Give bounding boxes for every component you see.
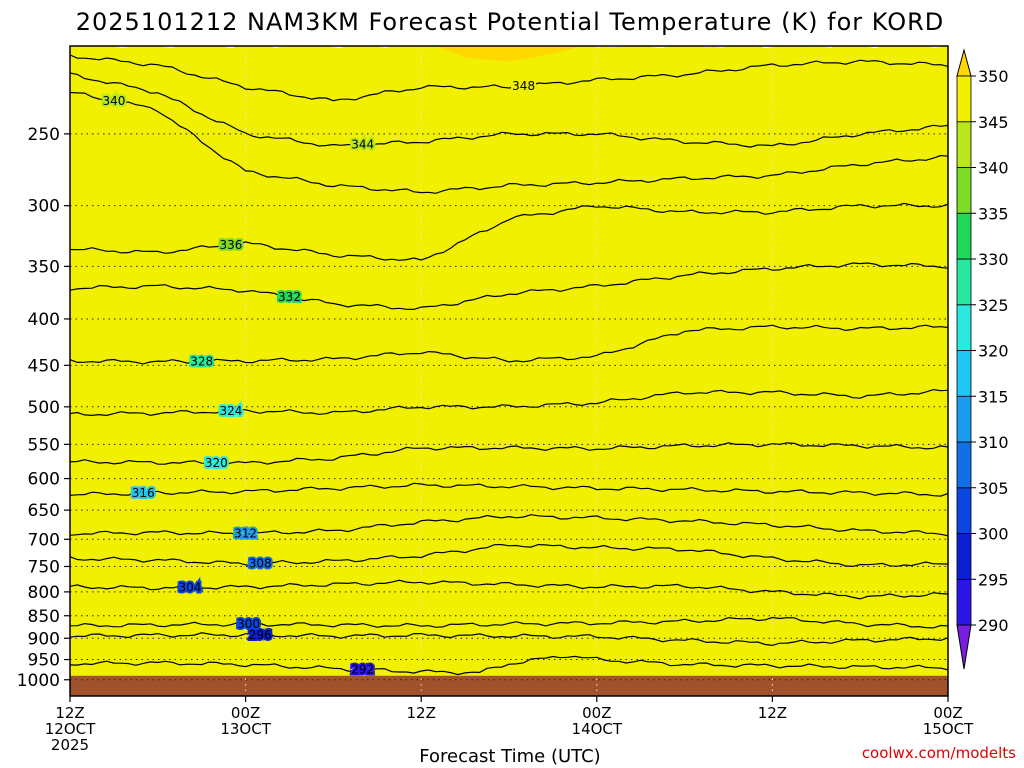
- colorbar-swatch-335-340: [956, 167, 972, 214]
- shaded-bands: [70, 46, 948, 696]
- colorbar-swatch-320-325: [956, 304, 972, 351]
- credit-text: coolwx.com/modelts: [862, 744, 1016, 762]
- colorbar-swatch-330-335: [956, 212, 972, 260]
- y-tick-label: 900: [28, 629, 60, 649]
- y-tick-label: 550: [28, 435, 60, 455]
- x-tick-label: 15OCT: [923, 720, 974, 738]
- colorbar-swatch-325-330: [956, 258, 972, 306]
- colorbar-label: 315: [978, 387, 1009, 406]
- y-tick-label: 950: [28, 651, 60, 671]
- isentrope-292: [70, 655, 948, 676]
- colorbar-label: 295: [978, 570, 1009, 589]
- y-tick-label: 350: [28, 257, 60, 277]
- colorbar-min-arrow: [956, 624, 972, 670]
- isentrope-296: [70, 632, 948, 647]
- colorbar-label: 340: [978, 159, 1009, 178]
- y-tick-label: 850: [28, 607, 60, 627]
- y-tick-label: 700: [28, 530, 60, 550]
- colorbar-swatch-305-310: [956, 441, 972, 489]
- isentrope-316: [70, 482, 948, 497]
- colorbar-swatch-340-345: [956, 121, 972, 168]
- x-tick-label: 12Z: [758, 704, 787, 722]
- colorbar-label: 310: [978, 433, 1009, 452]
- x-tick-label: 12OCT: [45, 720, 96, 738]
- colorbar-label: 290: [978, 616, 1009, 635]
- colorbar-label: 330: [978, 250, 1009, 269]
- ground-layer: [70, 675, 948, 696]
- y-tick-label: 500: [28, 398, 60, 418]
- colorbar-label: 300: [978, 525, 1009, 544]
- isentrope-332: [70, 262, 948, 311]
- grid-lines: [70, 46, 948, 696]
- isentrope-label-300: 300: [237, 617, 260, 631]
- pressure-axis: 2503003504004505005506006507007508008509…: [17, 125, 70, 691]
- colorbar-label: 350: [978, 67, 1009, 86]
- y-tick-label: 300: [28, 197, 60, 217]
- isentrope-300: [70, 616, 948, 629]
- isentrope-336: [70, 202, 948, 261]
- colorbar-swatch-345-350: [956, 75, 972, 123]
- isentrope-308: [70, 543, 948, 568]
- isentrope-label-336: 336: [220, 238, 243, 252]
- colorbar-label: 320: [978, 342, 1009, 361]
- x-tick-label: 00Z: [933, 704, 962, 722]
- colorbar: 290 295 300 305 310 315 320 325 330 335 340 345 350: [956, 48, 1009, 670]
- x-tick-label: 13OCT: [220, 720, 271, 738]
- isentrope-label-320: 320: [205, 456, 228, 470]
- colorbar-max-arrow: [956, 48, 972, 77]
- isentrope-324: [70, 388, 948, 417]
- x-tick-label: 2025: [51, 736, 89, 754]
- colorbar-label: 325: [978, 296, 1009, 315]
- isentrope-344: [70, 72, 948, 148]
- isentrope-label-328: 328: [190, 354, 213, 368]
- isentrope-320: [70, 442, 948, 466]
- y-tick-label: 600: [28, 470, 60, 490]
- isentrope-label-316: 316: [132, 486, 155, 500]
- y-tick-label: 750: [28, 557, 60, 577]
- isentrope-328: [70, 324, 948, 365]
- x-tick-label: 12Z: [407, 704, 436, 722]
- band-peak: [435, 46, 583, 62]
- y-tick-label: 450: [28, 356, 60, 376]
- isentrope-label-292: 292: [351, 663, 374, 677]
- colorbar-label: 305: [978, 479, 1009, 498]
- colorbar-label: 335: [978, 204, 1009, 223]
- x-tick-label: 14OCT: [572, 720, 623, 738]
- isentrope-label-304: 304: [179, 581, 202, 595]
- isentrope-label-312: 312: [234, 527, 257, 541]
- isentrope-label-344: 344: [351, 138, 374, 152]
- ground-fill: [70, 675, 948, 696]
- isentrope-label-296: 296: [249, 628, 272, 642]
- y-tick-label: 650: [28, 501, 60, 521]
- y-tick-label: 250: [28, 125, 60, 145]
- colorbar-swatch-315-320: [956, 350, 972, 397]
- isentrope-label-348: 348: [512, 79, 535, 93]
- y-tick-label: 1000: [17, 671, 60, 691]
- colorbar-swatch-300-305: [956, 487, 972, 534]
- colorbar-label: 345: [978, 113, 1009, 132]
- isentrope-label-324: 324: [220, 404, 243, 418]
- y-tick-label: 400: [28, 310, 60, 330]
- x-axis-label: Forecast Time (UTC): [419, 746, 600, 767]
- isentrope-312: [70, 514, 948, 537]
- x-tick-label: 00Z: [582, 704, 611, 722]
- x-tick-label: 00Z: [231, 704, 260, 722]
- isentrope-340: [70, 91, 948, 194]
- isentrope-label-332: 332: [278, 290, 301, 304]
- colorbar-swatch-310-315: [956, 395, 972, 443]
- isentrope-348: [70, 54, 948, 102]
- x-tick-label: 12Z: [55, 704, 84, 722]
- isentrope-label-308: 308: [249, 556, 272, 570]
- chart-title: 2025101212 NAM3KM Forecast Potential Tem…: [76, 8, 945, 36]
- colorbar-swatch-295-300: [956, 533, 972, 580]
- plot-frame: [69, 45, 949, 697]
- y-tick-label: 800: [28, 583, 60, 603]
- isentrope-label-340: 340: [102, 94, 125, 108]
- colorbar-swatch-290-295: [956, 578, 972, 626]
- isentrope-304: [70, 579, 948, 600]
